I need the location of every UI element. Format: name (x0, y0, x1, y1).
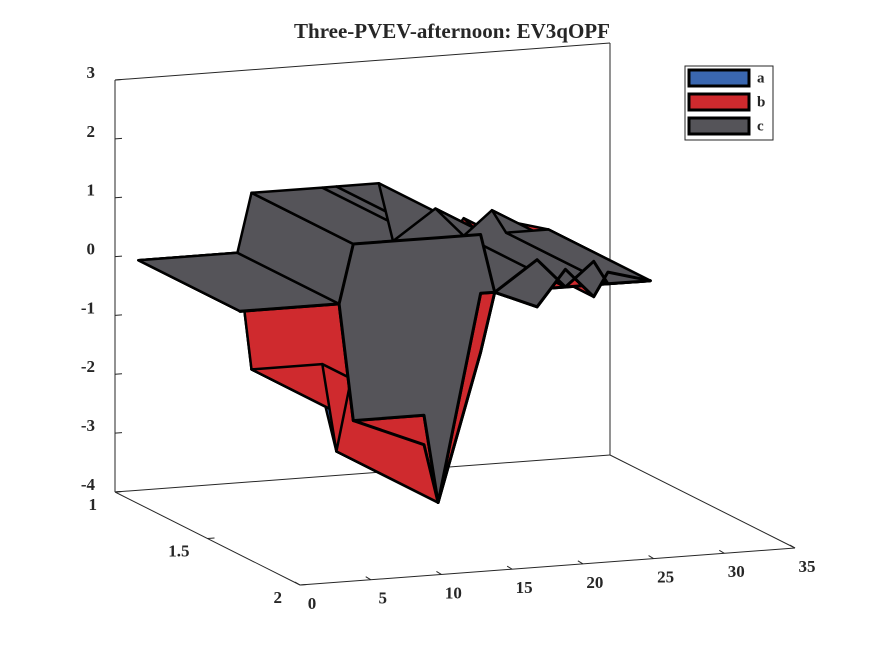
axis-line (114, 454, 611, 493)
y-tick (207, 537, 215, 539)
axis-line (114, 42, 611, 81)
z-tick-label: 1 (87, 181, 96, 200)
z-tick-label: 3 (87, 63, 96, 82)
z-tick-label: 0 (87, 239, 96, 258)
y-tick-label: 1 (89, 495, 98, 514)
z-tick-label: -2 (81, 357, 95, 376)
x-tick (719, 549, 725, 554)
z-tick-label: -1 (81, 298, 95, 317)
z-tick-label: -4 (81, 475, 96, 494)
x-tick (436, 570, 442, 575)
z-tick (114, 373, 123, 375)
y-tick (299, 584, 308, 586)
legend-label: b (757, 94, 765, 110)
x-tick (365, 576, 371, 581)
x-tick-label: 30 (728, 562, 745, 581)
z-tick (114, 314, 123, 316)
y-tick-label: 2 (274, 588, 283, 607)
x-tick (648, 555, 654, 560)
x-tick-label: 15 (516, 578, 533, 597)
legend-label: a (757, 70, 765, 86)
x-tick-label: 20 (586, 573, 603, 592)
z-tick (114, 196, 123, 199)
legend-swatch (687, 68, 751, 88)
z-tick (114, 137, 123, 140)
area-face (238, 233, 652, 504)
x-tick (789, 544, 796, 549)
z-tick (114, 432, 123, 434)
axis-line (299, 547, 796, 586)
x-tick (577, 560, 584, 565)
legend-label: c (757, 118, 764, 134)
y-tick-label: 1.5 (168, 541, 189, 560)
x-tick-label: 35 (799, 557, 816, 576)
x-tick (506, 565, 513, 570)
x-tick-label: 10 (445, 583, 462, 602)
y-tick (114, 491, 123, 493)
z-tick-label: -3 (81, 416, 95, 435)
legend-swatch (687, 92, 751, 112)
axis-line (609, 454, 796, 549)
z-tick-label: 2 (87, 122, 96, 141)
x-tick (294, 581, 301, 586)
z-tick (114, 79, 123, 81)
legend-swatch (687, 116, 751, 136)
z-tick (114, 255, 123, 258)
x-tick-label: 5 (378, 589, 387, 608)
x-tick-label: 25 (657, 567, 674, 586)
chart-title: Three-PVEV-afternoon: EV3qOPF (294, 19, 610, 43)
x-tick-label: 0 (308, 594, 317, 613)
